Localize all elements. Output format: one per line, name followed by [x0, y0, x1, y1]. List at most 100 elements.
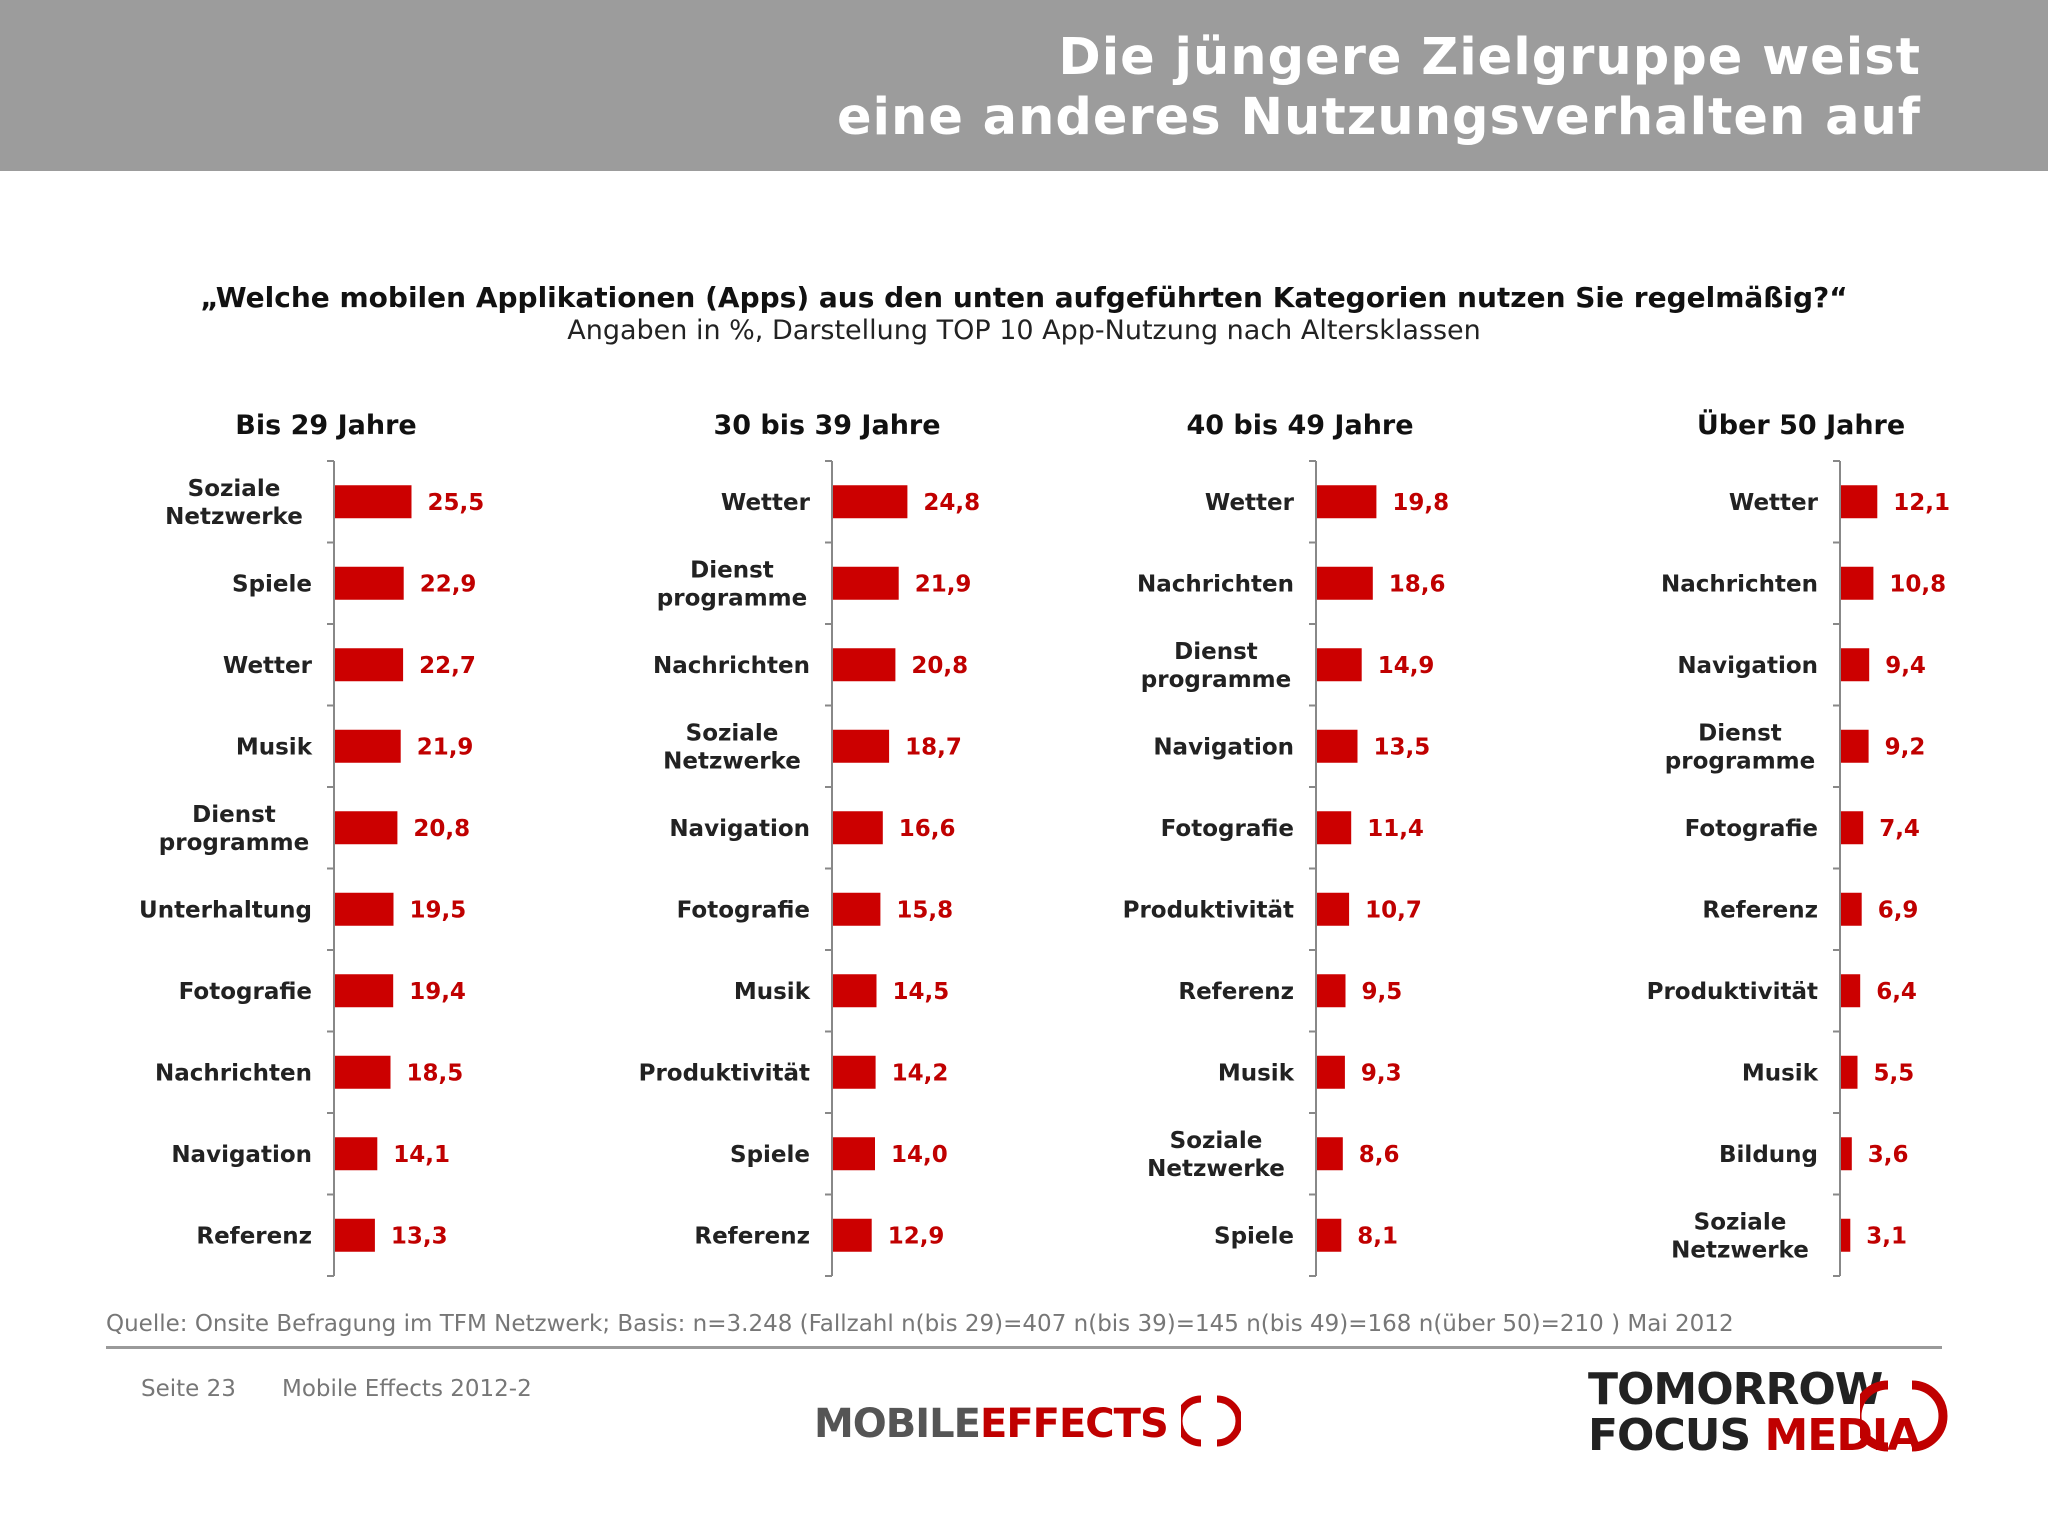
- data-label: 14,5: [893, 979, 950, 1005]
- category-label: Fotografie: [179, 979, 312, 1005]
- bar-charts: 25,5 Soziale Netzwerke 22,9 Spiele 22,7 Wetter…: [139, 460, 1950, 1277]
- category-label: Wetter: [1729, 490, 1819, 516]
- category-label: Soziale Netzwerke: [1671, 1209, 1809, 1263]
- bar: [335, 485, 412, 519]
- data-label: 22,7: [419, 653, 476, 679]
- bar: [1841, 648, 1870, 682]
- category-label: Wetter: [223, 653, 313, 679]
- category-label: Soziale Netzwerke: [165, 476, 303, 530]
- category-label: Musik: [1218, 1060, 1295, 1086]
- bar: [833, 892, 881, 926]
- bar: [1317, 1137, 1343, 1171]
- bar: [1317, 974, 1346, 1008]
- bar: [335, 1055, 391, 1089]
- data-label: 6,4: [1876, 979, 1917, 1005]
- bar: [1841, 1137, 1852, 1171]
- bar: [833, 974, 877, 1008]
- bar: [833, 566, 899, 600]
- data-label: 16,6: [899, 816, 956, 842]
- data-label: 20,8: [413, 816, 470, 842]
- data-label: 22,9: [420, 571, 477, 597]
- bar: [1841, 1218, 1851, 1252]
- category-label: Navigation: [1153, 734, 1294, 760]
- data-label: 8,6: [1359, 1142, 1400, 1168]
- logo-media-text: MEDIA: [1764, 1410, 1922, 1461]
- data-label: 9,2: [1885, 734, 1926, 760]
- data-label: 18,7: [905, 734, 962, 760]
- data-label: 8,1: [1357, 1223, 1398, 1249]
- bar: [1317, 648, 1362, 682]
- category-label: Soziale Netzwerke: [1147, 1128, 1285, 1182]
- data-label: 3,6: [1868, 1142, 1909, 1168]
- data-label: 9,4: [1885, 653, 1926, 679]
- bar: [1841, 811, 1864, 845]
- data-label: 24,8: [923, 490, 980, 516]
- bar: [335, 1218, 375, 1252]
- category-label: Nachrichten: [653, 653, 810, 679]
- data-label: 21,9: [915, 571, 972, 597]
- category-label: Nachrichten: [155, 1060, 312, 1086]
- bar: [335, 729, 401, 763]
- panel-title-3: 40 bis 49 Jahre: [1186, 410, 1414, 441]
- bar: [335, 1137, 378, 1171]
- category-label: Spiele: [1214, 1223, 1294, 1249]
- survey-question: „Welche mobilen Applikationen (Apps) aus…: [200, 281, 1848, 314]
- data-label: 11,4: [1367, 816, 1424, 842]
- logo-ring-icon: [1175, 1395, 1243, 1447]
- bar: [1841, 485, 1878, 519]
- slide-title-line-2: eine anderes Nutzungsverhalten auf: [836, 88, 1921, 147]
- page-number: Seite 23: [141, 1376, 236, 1402]
- data-label: 19,5: [410, 897, 467, 923]
- panel-title-4: Über 50 Jahre: [1696, 410, 1906, 441]
- bar: [335, 974, 394, 1008]
- bar: [1317, 1218, 1342, 1252]
- category-label: Unterhaltung: [139, 897, 312, 923]
- bar: [833, 648, 896, 682]
- category-label: Musik: [236, 734, 313, 760]
- data-label: 10,7: [1365, 897, 1422, 923]
- category-label: Fotografie: [677, 897, 810, 923]
- bar: [1841, 1055, 1858, 1089]
- category-label: Spiele: [730, 1142, 810, 1168]
- panel-title-2: 30 bis 39 Jahre: [713, 410, 941, 441]
- bar: [1841, 974, 1861, 1008]
- data-label: 6,9: [1878, 897, 1919, 923]
- data-label: 9,5: [1362, 979, 1403, 1005]
- data-label: 14,9: [1378, 653, 1435, 679]
- bar: [1317, 1055, 1345, 1089]
- bar: [833, 485, 908, 519]
- bar: [335, 892, 394, 926]
- data-label: 19,4: [409, 979, 466, 1005]
- data-label: 25,5: [428, 490, 485, 516]
- data-label: 9,3: [1361, 1060, 1402, 1086]
- data-label: 13,5: [1374, 734, 1431, 760]
- data-label: 14,2: [892, 1060, 949, 1086]
- bar: [833, 729, 890, 763]
- data-label: 7,4: [1879, 816, 1920, 842]
- category-label: Wetter: [1205, 490, 1295, 516]
- tomorrow-focus-media-logo: TOMORROW FOCUS MEDIA: [1588, 1364, 1948, 1461]
- data-label: 10,8: [1889, 571, 1946, 597]
- source-note: Quelle: Onsite Befragung im TFM Netzwerk…: [106, 1311, 1734, 1337]
- bar: [335, 566, 404, 600]
- bar: [833, 1218, 872, 1252]
- category-label: Navigation: [171, 1142, 312, 1168]
- data-label: 5,5: [1874, 1060, 1915, 1086]
- bar: [1317, 811, 1352, 845]
- logo-tomorrow-text: TOMORROW: [1588, 1364, 1883, 1415]
- logo-effects-text: EFFECTS: [980, 1401, 1169, 1447]
- bar: [335, 811, 398, 845]
- bar: [1841, 729, 1869, 763]
- bar: [1317, 892, 1350, 926]
- bar: [833, 1055, 876, 1089]
- footer-divider: [106, 1346, 1942, 1349]
- bar: [1317, 729, 1358, 763]
- data-label: 21,9: [417, 734, 474, 760]
- header-bar: Die jüngere Zielgruppe weist eine andere…: [0, 0, 2048, 171]
- category-label: Referenz: [196, 1223, 312, 1249]
- category-label: Musik: [734, 979, 811, 1005]
- category-label: Navigation: [1677, 653, 1818, 679]
- category-label: Produktivität: [1123, 897, 1294, 923]
- panel-title-1: Bis 29 Jahre: [235, 410, 417, 441]
- bar: [833, 811, 883, 845]
